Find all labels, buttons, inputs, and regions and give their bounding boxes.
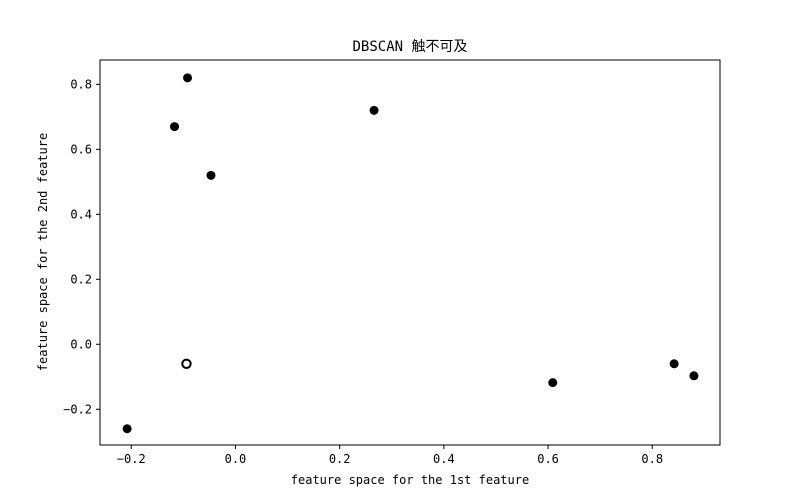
data-points bbox=[122, 73, 699, 434]
data-point bbox=[181, 358, 192, 369]
data-point bbox=[122, 424, 132, 434]
x-tick-label: −0.2 bbox=[117, 452, 146, 466]
data-point bbox=[170, 122, 180, 132]
x-tick-label: 0.6 bbox=[537, 452, 559, 466]
y-tick-label: 0.8 bbox=[70, 77, 92, 91]
y-tick-label: −0.2 bbox=[63, 402, 92, 416]
x-tick-label: 0.8 bbox=[641, 452, 663, 466]
data-point bbox=[669, 359, 679, 369]
y-tick-label: 0.0 bbox=[70, 337, 92, 351]
chart-title: DBSCAN 触不可及 bbox=[352, 39, 467, 55]
x-tick-label: 0.0 bbox=[225, 452, 247, 466]
data-point bbox=[183, 73, 193, 83]
x-axis: −0.2 0.0 0.2 0.4 0.6 0.8 bbox=[117, 445, 663, 466]
x-axis-label: feature space for the 1st feature bbox=[291, 473, 529, 487]
y-tick-label: 0.6 bbox=[70, 142, 92, 156]
y-tick-label: 0.2 bbox=[70, 272, 92, 286]
data-point bbox=[369, 105, 379, 115]
data-point bbox=[548, 378, 558, 388]
plot-area bbox=[99, 59, 721, 446]
data-point bbox=[206, 170, 216, 180]
y-tick-label: 0.4 bbox=[70, 207, 92, 221]
y-axis-label: feature space for the 2nd feature bbox=[36, 133, 50, 371]
x-tick-label: 0.4 bbox=[433, 452, 455, 466]
x-tick-label: 0.2 bbox=[329, 452, 351, 466]
data-point bbox=[689, 371, 699, 381]
y-axis: −0.2 0.0 0.2 0.4 0.6 0.8 bbox=[63, 77, 100, 416]
